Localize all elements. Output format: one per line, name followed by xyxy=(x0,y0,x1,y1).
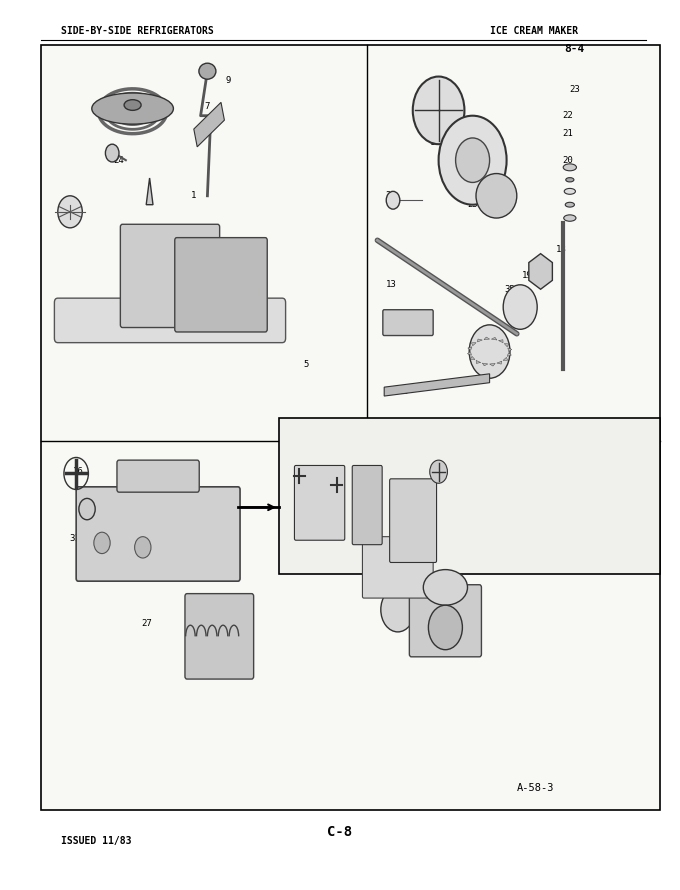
Text: 2: 2 xyxy=(79,316,84,325)
Text: 24: 24 xyxy=(114,156,124,165)
Circle shape xyxy=(439,116,507,205)
Text: A-58-3: A-58-3 xyxy=(517,782,554,793)
Ellipse shape xyxy=(476,174,517,218)
Text: 28: 28 xyxy=(205,645,216,654)
Circle shape xyxy=(430,460,447,483)
Text: 35: 35 xyxy=(505,285,515,294)
Polygon shape xyxy=(497,361,502,364)
FancyBboxPatch shape xyxy=(383,310,433,336)
Text: 6: 6 xyxy=(103,111,108,120)
Text: 35: 35 xyxy=(518,320,529,329)
Polygon shape xyxy=(498,340,503,343)
Ellipse shape xyxy=(423,570,468,605)
Circle shape xyxy=(79,498,95,520)
Ellipse shape xyxy=(124,100,141,110)
Polygon shape xyxy=(490,363,495,366)
Polygon shape xyxy=(471,356,475,360)
Polygon shape xyxy=(468,347,472,351)
Text: 34: 34 xyxy=(154,467,165,476)
Polygon shape xyxy=(508,348,512,352)
Circle shape xyxy=(386,191,400,209)
Polygon shape xyxy=(476,360,481,363)
Text: 22: 22 xyxy=(562,111,573,120)
FancyBboxPatch shape xyxy=(294,465,345,540)
FancyBboxPatch shape xyxy=(409,585,481,657)
Text: 1: 1 xyxy=(191,191,197,200)
Ellipse shape xyxy=(199,63,216,79)
Bar xyxy=(41,44,660,810)
Circle shape xyxy=(413,77,464,144)
Circle shape xyxy=(469,325,510,378)
Text: 5: 5 xyxy=(303,360,309,369)
FancyBboxPatch shape xyxy=(54,298,286,343)
Text: SIDE-BY-SIDE REFRIGERATORS: SIDE-BY-SIDE REFRIGERATORS xyxy=(61,26,214,36)
Polygon shape xyxy=(467,352,471,355)
Text: 31: 31 xyxy=(69,534,80,543)
Text: 32: 32 xyxy=(80,503,90,512)
Text: 12: 12 xyxy=(420,93,430,102)
Polygon shape xyxy=(503,358,508,360)
Polygon shape xyxy=(482,363,488,366)
Ellipse shape xyxy=(564,189,575,194)
Text: 9: 9 xyxy=(225,76,231,85)
Polygon shape xyxy=(507,352,511,356)
Text: 27: 27 xyxy=(141,619,152,627)
Text: 15: 15 xyxy=(399,387,410,396)
Text: 4: 4 xyxy=(235,289,241,298)
Text: 26: 26 xyxy=(386,191,396,200)
Polygon shape xyxy=(194,102,224,147)
Circle shape xyxy=(105,144,119,162)
Text: 8-4: 8-4 xyxy=(564,44,585,54)
Polygon shape xyxy=(505,344,509,347)
Ellipse shape xyxy=(564,214,576,222)
Text: 30: 30 xyxy=(447,619,458,627)
Text: 10: 10 xyxy=(63,209,73,218)
Text: 18: 18 xyxy=(556,245,566,254)
Text: 13: 13 xyxy=(386,280,396,289)
Circle shape xyxy=(94,532,110,554)
FancyBboxPatch shape xyxy=(175,238,267,332)
FancyBboxPatch shape xyxy=(120,224,220,328)
FancyBboxPatch shape xyxy=(352,465,382,545)
Circle shape xyxy=(456,138,490,182)
Polygon shape xyxy=(492,337,497,340)
FancyBboxPatch shape xyxy=(117,460,199,492)
Circle shape xyxy=(58,196,82,228)
Text: 14: 14 xyxy=(386,325,396,334)
Text: 16: 16 xyxy=(73,467,84,476)
Text: 3: 3 xyxy=(228,245,234,254)
Text: C-8: C-8 xyxy=(328,825,352,839)
Polygon shape xyxy=(484,337,490,340)
Text: 11: 11 xyxy=(430,138,441,147)
FancyBboxPatch shape xyxy=(76,487,240,581)
Circle shape xyxy=(428,605,462,650)
FancyBboxPatch shape xyxy=(185,594,254,679)
Polygon shape xyxy=(471,343,476,345)
Text: 21: 21 xyxy=(562,129,573,138)
Text: 33: 33 xyxy=(358,467,369,476)
Text: 7: 7 xyxy=(205,102,210,111)
Bar xyxy=(279,418,660,574)
Ellipse shape xyxy=(566,178,574,182)
Circle shape xyxy=(503,285,537,329)
FancyBboxPatch shape xyxy=(362,537,433,598)
Circle shape xyxy=(135,537,151,558)
Polygon shape xyxy=(384,374,490,396)
Circle shape xyxy=(381,587,415,632)
Text: 17: 17 xyxy=(477,352,488,360)
Text: 23: 23 xyxy=(569,85,580,93)
FancyBboxPatch shape xyxy=(390,479,437,562)
Text: ISSUED 11/83: ISSUED 11/83 xyxy=(61,836,132,846)
Polygon shape xyxy=(146,178,153,205)
Polygon shape xyxy=(477,339,482,342)
Text: 8: 8 xyxy=(205,129,210,138)
Text: 25: 25 xyxy=(467,200,478,209)
Ellipse shape xyxy=(563,164,577,171)
Text: 19: 19 xyxy=(522,271,532,280)
Text: 20: 20 xyxy=(562,156,573,165)
Ellipse shape xyxy=(565,202,575,207)
Text: ICE CREAM MAKER: ICE CREAM MAKER xyxy=(490,26,578,36)
Ellipse shape xyxy=(92,93,173,125)
Text: 29: 29 xyxy=(396,578,407,587)
